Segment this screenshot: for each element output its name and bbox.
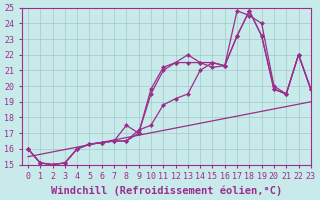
X-axis label: Windchill (Refroidissement éolien,°C): Windchill (Refroidissement éolien,°C) (51, 185, 282, 196)
